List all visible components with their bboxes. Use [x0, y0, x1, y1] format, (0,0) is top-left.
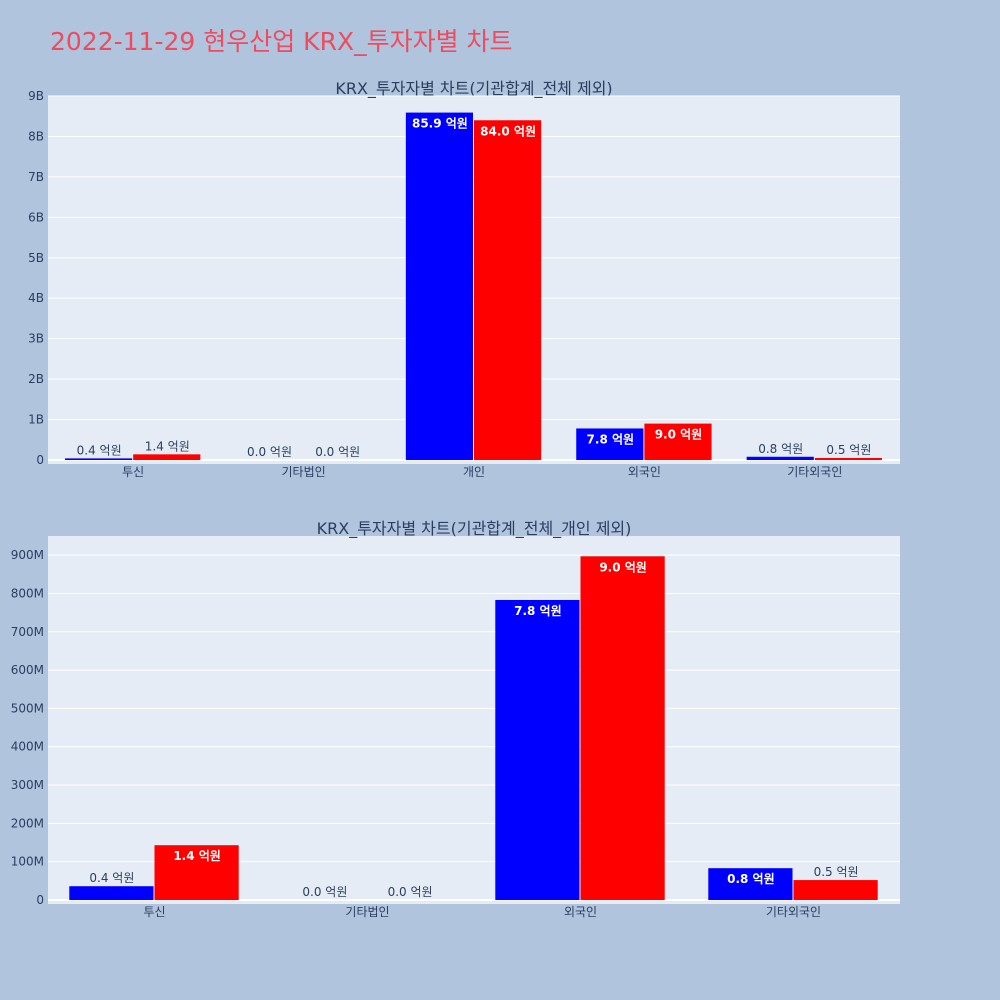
bar	[708, 868, 793, 900]
chart-1: KRX_투자자별 차트(기관합계_전체 제외) 0 1B 2B 3B 4B 5B 6B 7B 8B…	[28, 79, 900, 479]
bar	[576, 428, 644, 460]
y-tick-label: 9B	[28, 89, 44, 103]
data-label: 1.4 억원	[173, 849, 221, 863]
data-label: 0.4 억원	[89, 871, 134, 885]
bar	[405, 112, 473, 461]
chart-2: KRX_투자자별 차트(기관합계_전체_개인 제외) 0 100M 200M 300M 4…	[11, 519, 900, 919]
bar	[133, 454, 201, 460]
y-tick-label: 100M	[11, 855, 44, 869]
x-tick-label: 기타법인	[282, 465, 326, 479]
data-label: 0.0 억원	[315, 445, 360, 459]
x-tick-label: 개인	[463, 465, 485, 479]
data-label: 84.0 억원	[480, 124, 536, 138]
y-tick-label: 700M	[11, 625, 44, 639]
data-label: 0.0 억원	[302, 885, 347, 899]
data-label: 9.0 억원	[599, 560, 647, 574]
y-tick-label: 300M	[11, 778, 44, 792]
y-tick-label: 800M	[11, 586, 44, 600]
data-label: 0.8 억원	[727, 872, 775, 886]
x-tick-label: 투신	[143, 905, 165, 919]
bar	[644, 423, 712, 460]
y-tick-label: 0	[36, 453, 44, 467]
data-label: 7.8 억원	[514, 604, 562, 618]
y-tick-label: 8B	[28, 129, 44, 143]
y-tick-label: 3B	[28, 332, 44, 346]
bar	[474, 120, 542, 461]
y-tick-label: 900M	[11, 548, 44, 562]
y-tick-label: 2B	[28, 372, 44, 386]
bar	[69, 886, 154, 900]
y-tick-label: 600M	[11, 663, 44, 677]
data-label: 0.0 억원	[388, 885, 433, 899]
bar	[746, 456, 814, 460]
bar	[793, 880, 878, 900]
x-tick-label: 외국인	[628, 465, 661, 479]
data-label: 0.5 억원	[814, 865, 859, 879]
y-tick-label: 200M	[11, 816, 44, 830]
bar	[65, 458, 133, 460]
chart-title: KRX_투자자별 차트(기관합계_전체 제외)	[335, 79, 612, 99]
data-label: 0.8 억원	[758, 442, 803, 456]
page-title: 2022-11-29 현우산업 KRX_투자자별 차트	[50, 27, 513, 56]
y-tick-label: 6B	[28, 210, 44, 224]
y-tick-label: 400M	[11, 740, 44, 754]
y-tick-label: 500M	[11, 701, 44, 715]
data-label: 85.9 억원	[412, 117, 468, 131]
bar	[814, 457, 882, 460]
y-tick-label: 1B	[28, 413, 44, 427]
y-tick-label: 4B	[28, 291, 44, 305]
data-label: 1.4 억원	[145, 439, 190, 453]
x-tick-label: 외국인	[564, 905, 597, 919]
data-label: 7.8 억원	[587, 432, 635, 446]
x-tick-label: 투신	[122, 465, 144, 479]
bar	[495, 599, 580, 900]
bar	[154, 845, 239, 900]
chart-title: KRX_투자자별 차트(기관합계_전체_개인 제외)	[317, 519, 632, 539]
x-tick-label: 기타외국인	[766, 905, 821, 919]
bar	[580, 556, 665, 900]
data-label: 9.0 억원	[655, 428, 703, 442]
data-label: 0.5 억원	[826, 443, 871, 457]
data-label: 0.0 억원	[247, 445, 292, 459]
y-tick-label: 5B	[28, 251, 44, 265]
plot-area	[48, 536, 900, 904]
x-tick-label: 기타법인	[345, 905, 389, 919]
x-tick-label: 기타외국인	[787, 465, 842, 479]
y-tick-label: 0	[36, 893, 44, 907]
y-tick-label: 7B	[28, 170, 44, 184]
data-label: 0.4 억원	[77, 443, 122, 457]
